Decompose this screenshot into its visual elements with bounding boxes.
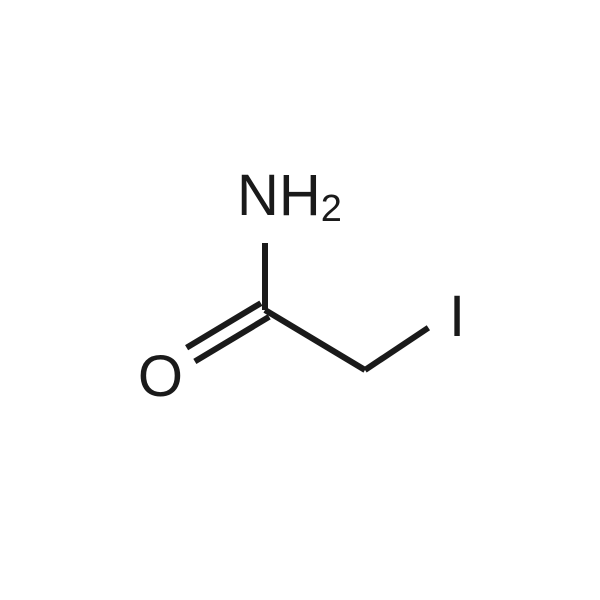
bond: [265, 310, 365, 370]
molecule-diagram: NH2 O I: [0, 0, 600, 600]
atom-o-label: O: [138, 344, 183, 409]
bond: [365, 328, 428, 370]
atom-i-label: I: [449, 284, 465, 349]
atom-n-label: NH2: [237, 163, 342, 231]
